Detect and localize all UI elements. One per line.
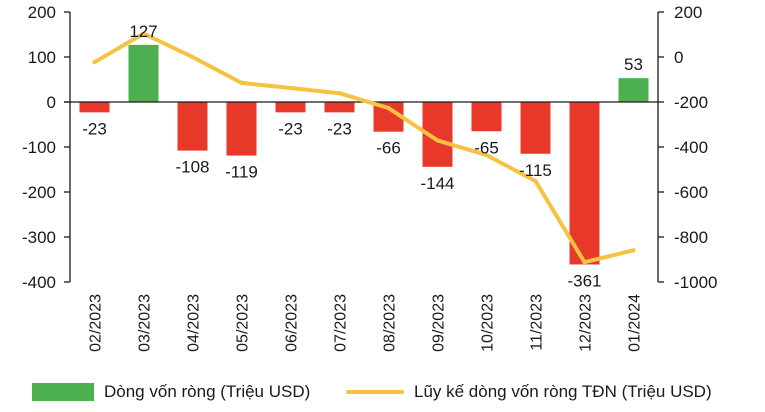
line-point [190,55,195,59]
line-point [631,248,636,253]
y-right-tick-label: -200 [674,93,708,112]
y-left-tick-label: 200 [28,3,56,22]
legend-swatch-line [346,390,404,394]
data-label: 127 [129,22,157,41]
chart-svg: 200 100 0 -100 -200 -300 -400 200 0 -200 -400 -600 -… [22,3,718,352]
y-left-tick-label: 0 [47,93,56,112]
data-label: -108 [175,158,209,177]
line-point [435,138,440,143]
data-label: 53 [624,55,643,74]
legend-item-bar: Dòng vốn ròng (Triệu USD) [32,382,310,402]
line-point [239,80,244,85]
line-point [92,60,97,65]
bar [275,102,306,113]
data-label: -66 [376,139,401,158]
data-label: -65 [474,138,499,157]
line-point [484,153,489,158]
y-left-tick-label: 100 [28,48,56,67]
x-tick-label: 12/2023 [578,294,595,352]
y-right-tick-label: 200 [674,3,702,22]
x-tick-label: 10/2023 [480,294,497,352]
legend: Dòng vốn ròng (Triệu USD) Lũy kế dòng vố… [0,382,765,410]
x-tick-label: 06/2023 [284,294,301,352]
line-point [582,260,587,265]
line-point [141,31,146,36]
line-point [533,178,538,183]
x-tick-label: 11/2023 [529,294,546,351]
x-tick-label: 09/2023 [431,294,448,352]
line-point [337,91,342,96]
y-left-tick-label: -300 [22,228,56,247]
bar [226,102,257,156]
data-label: -23 [327,119,352,138]
legend-item-line: Lũy kế dòng vốn ròng TĐN (Triệu USD) [346,382,712,402]
x-tick-label: 01/2024 [627,294,644,352]
data-label: -23 [82,119,107,138]
x-tick-label: 03/2023 [137,294,154,352]
y-right-tick-label: -800 [674,228,708,247]
bar [471,102,502,132]
x-tick-label: 05/2023 [235,294,252,352]
legend-swatch-bar [32,383,94,401]
bar [177,102,208,151]
bar [520,102,551,154]
data-label: -115 [519,161,552,180]
legend-label-line: Lũy kế dòng vốn ròng TĐN (Triệu USD) [414,382,712,401]
data-label: -23 [278,119,303,138]
y-left-tick-label: -100 [22,138,56,157]
bar [79,102,110,113]
y-left-tick-label: -400 [22,273,56,292]
y-right-tick-label: -600 [674,183,708,202]
bar [569,102,600,265]
data-label: -119 [225,163,258,182]
line-point [288,86,293,91]
legend-label-bar: Dòng vốn ròng (Triệu USD) [104,382,311,401]
bar [324,102,355,113]
x-tick-label: 08/2023 [382,294,399,352]
bar [128,44,159,102]
cumulative-line [92,31,636,265]
data-label: -144 [420,174,454,193]
y-right-tick-label: -400 [674,138,708,157]
x-tick-label: 04/2023 [186,294,203,352]
y-left-tick-label: -200 [22,183,56,202]
data-label: -361 [567,271,601,290]
x-tick-label: 02/2023 [88,294,105,352]
x-tick-label: 07/2023 [333,294,350,352]
y-right-tick-label: 0 [674,48,683,67]
y-right-tick-label: -1000 [674,273,717,292]
bar [618,78,649,102]
line-point [386,106,391,111]
